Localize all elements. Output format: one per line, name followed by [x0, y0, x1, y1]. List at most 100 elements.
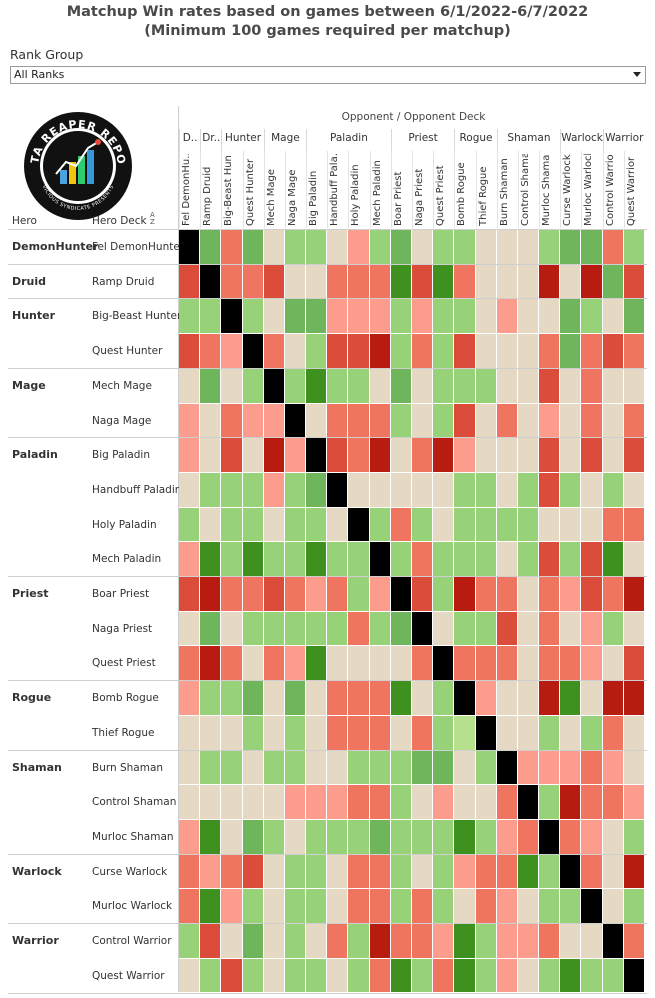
matchup-cell[interactable]	[348, 612, 369, 645]
matchup-cell[interactable]	[327, 889, 347, 923]
matchup-cell[interactable]	[560, 646, 580, 680]
matchup-cell[interactable]	[391, 889, 411, 923]
matchup-cell[interactable]	[221, 959, 242, 992]
matchup-cell[interactable]	[560, 751, 580, 784]
matchup-cell[interactable]	[539, 299, 559, 333]
matchup-cell[interactable]	[581, 646, 602, 680]
matchup-cell[interactable]	[454, 473, 475, 507]
matchup-cell[interactable]	[603, 230, 623, 264]
matchup-cell[interactable]	[497, 577, 517, 611]
matchup-cell[interactable]	[624, 924, 644, 958]
matchup-cell[interactable]	[221, 681, 242, 715]
matchup-cell[interactable]	[243, 230, 263, 264]
matchup-cell[interactable]	[370, 265, 390, 298]
matchup-cell[interactable]	[603, 889, 623, 923]
matchup-cell[interactable]	[454, 542, 475, 576]
matchup-cell[interactable]	[624, 646, 644, 680]
matchup-cell[interactable]	[433, 889, 453, 923]
matchup-cell[interactable]	[200, 751, 220, 784]
matchup-cell[interactable]	[200, 889, 220, 923]
matchup-cell[interactable]	[327, 577, 347, 611]
matchup-cell[interactable]	[391, 681, 411, 715]
matchup-cell[interactable]	[264, 785, 284, 819]
mirror-cell[interactable]	[497, 751, 517, 784]
matchup-cell[interactable]	[539, 681, 559, 715]
mirror-cell[interactable]	[391, 577, 411, 611]
matchup-cell[interactable]	[539, 438, 559, 472]
matchup-cell[interactable]	[539, 751, 559, 784]
matchup-cell[interactable]	[539, 716, 559, 750]
matchup-cell[interactable]	[370, 785, 390, 819]
mirror-cell[interactable]	[200, 265, 220, 298]
matchup-cell[interactable]	[454, 716, 475, 750]
matchup-cell[interactable]	[306, 299, 326, 333]
matchup-cell[interactable]	[560, 334, 580, 368]
matchup-cell[interactable]	[264, 473, 284, 507]
matchup-cell[interactable]	[285, 785, 305, 819]
matchup-cell[interactable]	[370, 959, 390, 992]
matchup-cell[interactable]	[391, 612, 411, 645]
matchup-cell[interactable]	[327, 230, 347, 264]
matchup-cell[interactable]	[306, 612, 326, 645]
matchup-cell[interactable]	[624, 508, 644, 541]
matchup-cell[interactable]	[539, 265, 559, 298]
matchup-cell[interactable]	[476, 473, 496, 507]
matchup-cell[interactable]	[581, 716, 602, 750]
matchup-cell[interactable]	[370, 820, 390, 854]
matchup-cell[interactable]	[518, 369, 538, 403]
mirror-cell[interactable]	[560, 855, 580, 888]
matchup-cell[interactable]	[179, 577, 199, 611]
matchup-cell[interactable]	[370, 646, 390, 680]
matchup-cell[interactable]	[306, 751, 326, 784]
matchup-cell[interactable]	[603, 681, 623, 715]
matchup-cell[interactable]	[327, 612, 347, 645]
matchup-cell[interactable]	[243, 299, 263, 333]
matchup-cell[interactable]	[200, 230, 220, 264]
matchup-cell[interactable]	[348, 785, 369, 819]
matchup-cell[interactable]	[560, 577, 580, 611]
mirror-cell[interactable]	[518, 785, 538, 819]
matchup-cell[interactable]	[370, 612, 390, 645]
matchup-cell[interactable]	[603, 334, 623, 368]
matchup-cell[interactable]	[285, 230, 305, 264]
matchup-cell[interactable]	[624, 889, 644, 923]
matchup-cell[interactable]	[476, 265, 496, 298]
mirror-cell[interactable]	[179, 230, 199, 264]
matchup-cell[interactable]	[264, 855, 284, 888]
matchup-cell[interactable]	[243, 577, 263, 611]
matchup-cell[interactable]	[624, 612, 644, 645]
matchup-cell[interactable]	[603, 404, 623, 437]
matchup-cell[interactable]	[200, 646, 220, 680]
matchup-cell[interactable]	[285, 473, 305, 507]
matchup-cell[interactable]	[497, 265, 517, 298]
matchup-cell[interactable]	[560, 889, 580, 923]
matchup-cell[interactable]	[518, 681, 538, 715]
matchup-cell[interactable]	[221, 889, 242, 923]
matchup-cell[interactable]	[370, 369, 390, 403]
matchup-cell[interactable]	[370, 681, 390, 715]
matchup-cell[interactable]	[285, 577, 305, 611]
matchup-cell[interactable]	[264, 334, 284, 368]
matchup-cell[interactable]	[243, 473, 263, 507]
matchup-cell[interactable]	[264, 924, 284, 958]
matchup-cell[interactable]	[476, 855, 496, 888]
matchup-cell[interactable]	[624, 230, 644, 264]
mirror-cell[interactable]	[433, 646, 453, 680]
matchup-cell[interactable]	[539, 369, 559, 403]
matchup-cell[interactable]	[539, 959, 559, 992]
matchup-cell[interactable]	[306, 820, 326, 854]
matchup-cell[interactable]	[581, 404, 602, 437]
matchup-cell[interactable]	[285, 508, 305, 541]
matchup-cell[interactable]	[624, 577, 644, 611]
matchup-cell[interactable]	[539, 508, 559, 541]
matchup-cell[interactable]	[412, 646, 432, 680]
matchup-cell[interactable]	[306, 473, 326, 507]
matchup-cell[interactable]	[306, 855, 326, 888]
matchup-cell[interactable]	[179, 473, 199, 507]
matchup-cell[interactable]	[603, 855, 623, 888]
matchup-cell[interactable]	[454, 889, 475, 923]
matchup-cell[interactable]	[539, 473, 559, 507]
matchup-cell[interactable]	[327, 369, 347, 403]
matchup-cell[interactable]	[285, 646, 305, 680]
matchup-cell[interactable]	[391, 404, 411, 437]
